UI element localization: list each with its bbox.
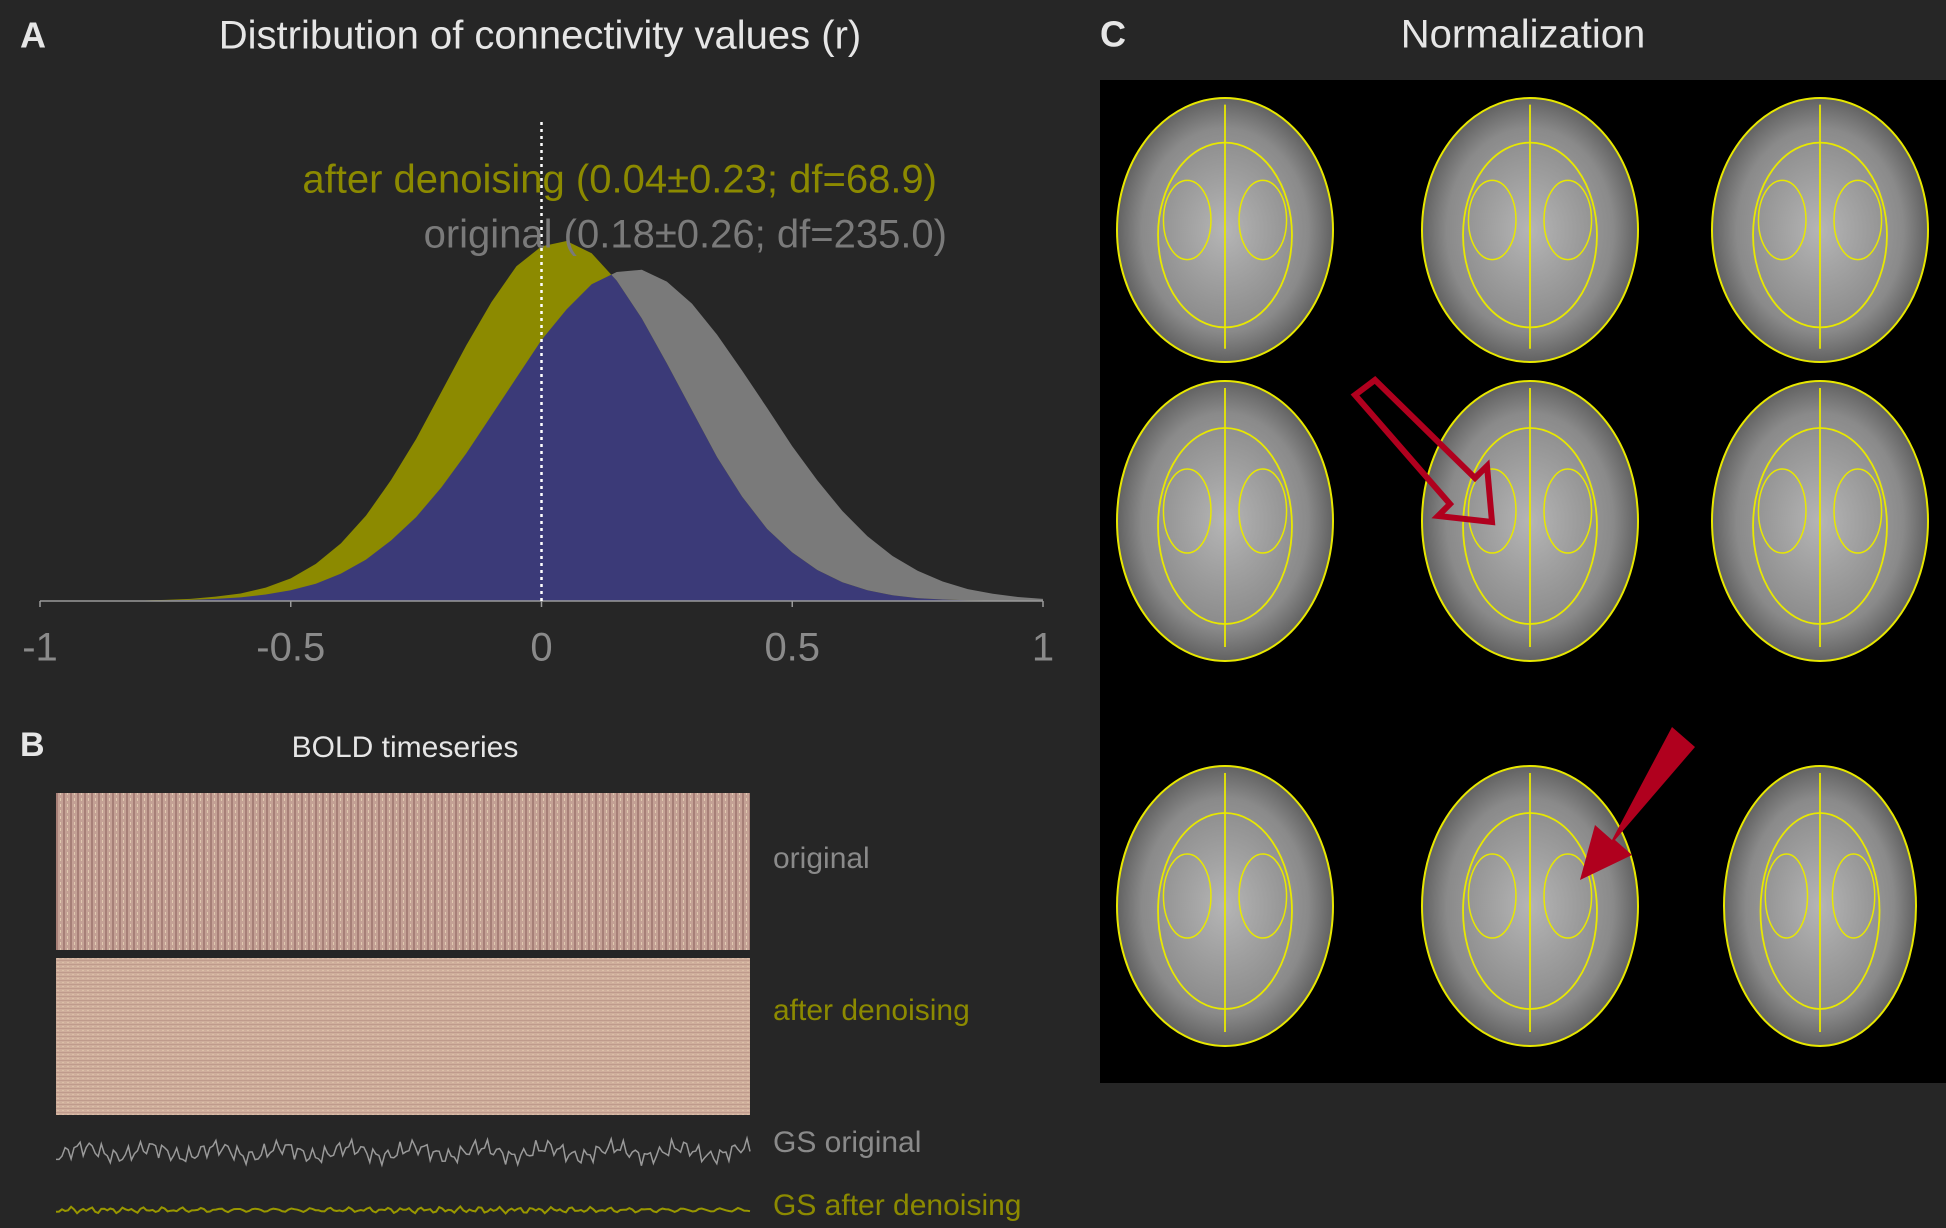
brain-outline (1833, 179, 1883, 261)
heatmap-original (56, 793, 750, 950)
gs-original-trace (56, 1135, 751, 1168)
brain-outline (1238, 853, 1288, 939)
legend-entry: after denoising (0.04±0.23; df=68.9) (302, 158, 937, 202)
brain-outline (1833, 468, 1883, 554)
legend-entry: original (0.18±0.26; df=235.0) (424, 213, 947, 257)
solid-arrow (1580, 727, 1695, 880)
x-tick-label: -0.5 (256, 626, 325, 670)
brain-outline (1238, 468, 1288, 554)
row-label: after denoising (773, 994, 970, 1027)
x-tick-label: 0.5 (764, 626, 820, 670)
chart-title: Distribution of connectivity values (r) (219, 14, 861, 58)
row-label: GS after denoising (773, 1189, 1021, 1222)
brain-outline (1162, 179, 1212, 261)
x-tick-label: -1 (22, 626, 58, 670)
brain-outline (1757, 179, 1807, 261)
panel-title: BOLD timeseries (292, 731, 519, 764)
row-label: original (773, 842, 870, 875)
panel-letter: B (20, 726, 45, 764)
x-tick-label: 0 (530, 626, 552, 670)
brain-outline (1543, 179, 1593, 261)
gs-denoised-trace (55, 1205, 751, 1215)
panel-title: Normalization (1401, 13, 1646, 57)
brain-outline (1543, 853, 1593, 939)
distribution-chart: -1 -0.5 0 0.5 1 after denoising (0.04±0.23; d… (22, 122, 1054, 670)
x-tick-label: 1 (1032, 626, 1054, 670)
brain-outline (1162, 853, 1212, 939)
brain-outline (1238, 179, 1288, 261)
brain-outline (1764, 853, 1809, 939)
brain-outline (1757, 468, 1807, 554)
brain-slices (1116, 97, 1929, 1047)
brain-outline (1543, 468, 1593, 554)
brain-outline (1467, 468, 1517, 554)
hollow-arrow (1350, 376, 1496, 526)
row-label: GS original (773, 1126, 921, 1159)
brain-outline (1467, 179, 1517, 261)
brain-outline (1467, 853, 1517, 939)
brain-outline (1831, 853, 1876, 939)
heatmap-denoised (56, 958, 750, 1115)
panel-letter: C (1100, 14, 1126, 55)
brain-outline (1162, 468, 1212, 554)
panel-letter: A (20, 15, 46, 56)
